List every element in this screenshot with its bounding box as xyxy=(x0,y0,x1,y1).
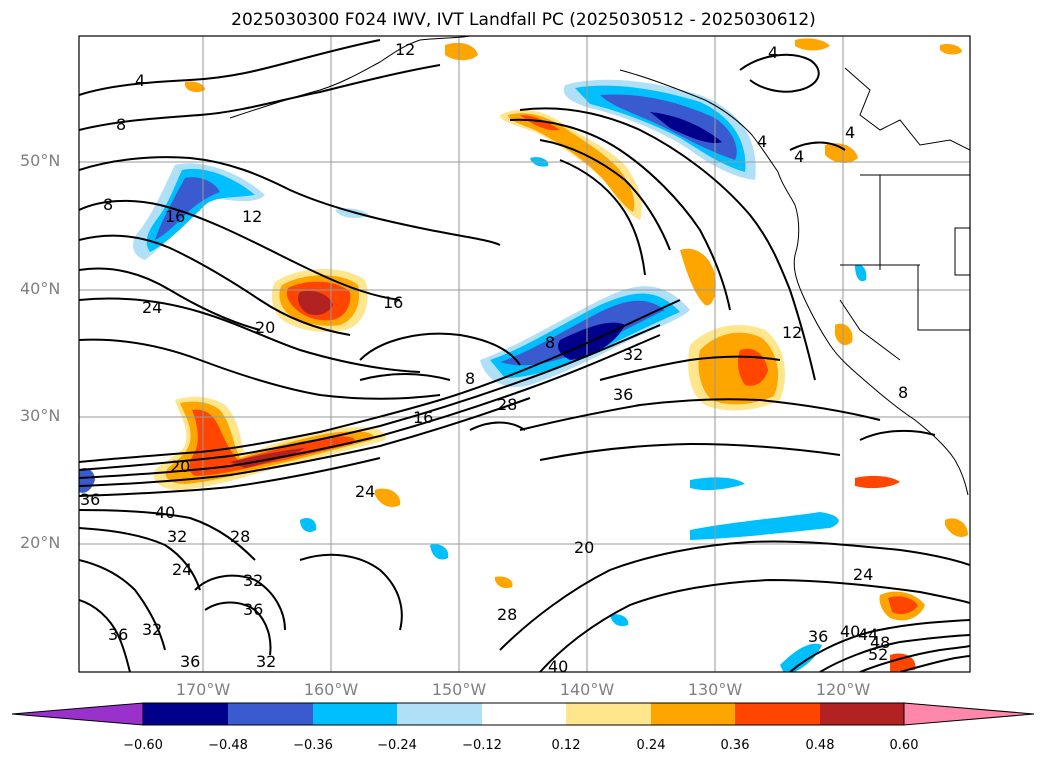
contour-label: 36 xyxy=(180,652,200,671)
colorbar xyxy=(11,702,1035,726)
map-area: 4 8 12 16 20 24 16 8 8 16 28 36 32 20 36… xyxy=(79,36,970,676)
contour-label: 8 xyxy=(545,333,555,352)
contour-label: 24 xyxy=(355,482,375,501)
contour-label: 40 xyxy=(840,622,860,641)
contour-label: 4 xyxy=(845,123,855,142)
lon-label-140w: 140°W xyxy=(559,680,615,699)
lat-label-40n: 40°N xyxy=(20,279,61,298)
colorbar-tick-label: −0.24 xyxy=(377,738,417,753)
contour-label: 32 xyxy=(623,345,643,364)
colorbar-tick-label: 0.48 xyxy=(805,738,835,753)
contour-label: 12 xyxy=(395,40,415,59)
colorbar-bin xyxy=(143,703,228,725)
map-frame xyxy=(78,35,971,673)
contour-label: 16 xyxy=(413,408,433,427)
contour-label: 36 xyxy=(613,385,633,404)
colorbar-tick-label: −0.60 xyxy=(123,738,163,753)
map-title: 2025030300 F024 IWV, IVT Landfall PC (20… xyxy=(231,10,816,30)
contour-label: 4 xyxy=(757,132,767,151)
colorbar-bin xyxy=(482,703,566,725)
contour-label: 20 xyxy=(170,457,190,476)
colorbar-tick-label: −0.48 xyxy=(208,738,248,753)
colorbar-tick-label: −0.12 xyxy=(462,738,502,753)
contour-label: 36 xyxy=(243,600,263,619)
contour-label: 28 xyxy=(230,527,250,546)
contour-label: 4 xyxy=(135,71,145,90)
lon-label-120w: 120°W xyxy=(815,680,871,699)
colorbar-tick-label: 0.60 xyxy=(889,738,919,753)
contour-label: 32 xyxy=(167,527,187,546)
colorbar-tick-label: 0.24 xyxy=(636,738,666,753)
lat-label-50n: 50°N xyxy=(20,151,61,170)
colorbar-bin xyxy=(313,703,397,725)
contour-label: 52 xyxy=(868,645,888,664)
contour-label: 20 xyxy=(255,318,275,337)
lat-label-20n: 20°N xyxy=(20,533,61,552)
contour-label: 24 xyxy=(853,565,873,584)
colorbar-bin xyxy=(566,703,651,725)
contour-label: 36 xyxy=(808,627,828,646)
contour-label: 28 xyxy=(497,395,517,414)
contour-label: 32 xyxy=(142,620,162,639)
lon-label-170w: 170°W xyxy=(175,680,231,699)
contour-label: 40 xyxy=(155,503,175,522)
colorbar-bin xyxy=(735,703,820,725)
contour-label: 16 xyxy=(383,293,403,312)
lon-label-160w: 160°W xyxy=(303,680,359,699)
gridlines xyxy=(79,36,970,672)
colorbar-tick-label: −0.36 xyxy=(293,738,333,753)
contour-label: 4 xyxy=(794,147,804,166)
contour-label: 8 xyxy=(103,195,113,214)
positive-anomaly-shading xyxy=(153,38,968,672)
contour-label: 44 xyxy=(858,625,878,644)
contour-label: 8 xyxy=(898,383,908,402)
colorbar-bin xyxy=(820,703,904,725)
colorbar-bin xyxy=(397,703,482,725)
negative-anomaly-shading xyxy=(79,79,867,672)
lon-label-130w: 130°W xyxy=(687,680,743,699)
contour-label: 16 xyxy=(165,207,185,226)
contour-label: 48 xyxy=(870,633,890,652)
colorbar-tick-label: 0.12 xyxy=(551,738,581,753)
colorbar-bin xyxy=(651,703,735,725)
iwv-contours xyxy=(79,39,970,672)
contour-label: 8 xyxy=(116,115,126,134)
colorbar-bin xyxy=(228,703,313,725)
contour-label: 12 xyxy=(782,323,802,342)
contour-labels: 4 8 12 16 20 24 16 8 8 16 28 36 32 20 36… xyxy=(80,40,908,676)
colorbar-tick-label: 0.36 xyxy=(720,738,750,753)
colorbar-extend-high xyxy=(903,702,1035,726)
colorbar-extend-low xyxy=(11,702,144,726)
contour-label: 20 xyxy=(574,538,594,557)
contour-label: 36 xyxy=(80,490,100,509)
contour-label: 8 xyxy=(465,369,475,388)
contour-label: 32 xyxy=(256,652,276,671)
contour-label: 36 xyxy=(108,625,128,644)
contour-label: 24 xyxy=(142,298,162,317)
contour-label: 28 xyxy=(497,605,517,624)
contour-label: 12 xyxy=(242,207,262,226)
contour-label: 32 xyxy=(243,571,263,590)
contour-label: 24 xyxy=(172,560,192,579)
contour-label: 4 xyxy=(768,43,778,62)
lon-label-150w: 150°W xyxy=(431,680,487,699)
contour-label: 40 xyxy=(548,657,568,676)
lat-label-30n: 30°N xyxy=(20,406,61,425)
